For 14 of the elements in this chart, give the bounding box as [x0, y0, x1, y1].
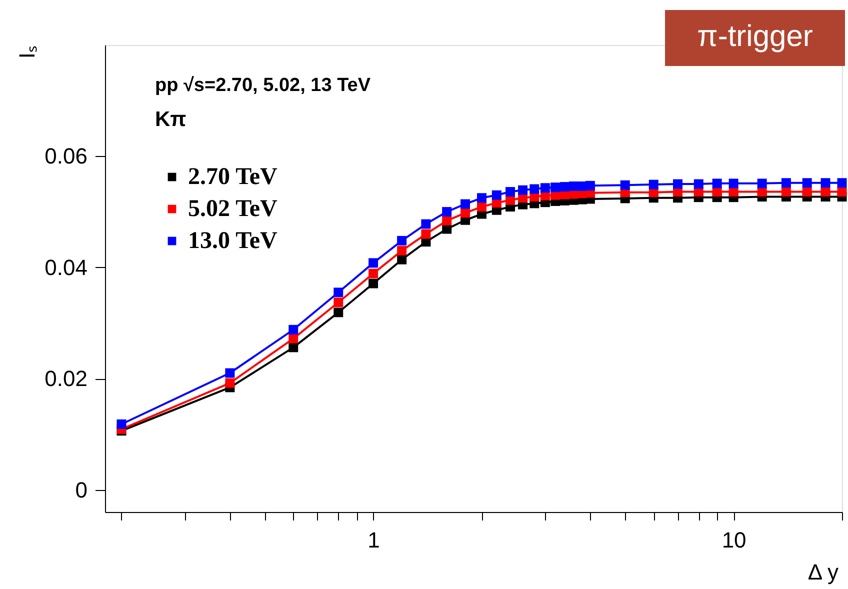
- legend-label: 2.70 TeV: [188, 164, 278, 190]
- x-axis-title: Δ y: [808, 560, 838, 584]
- legend-label: 5.02 TeV: [188, 196, 278, 222]
- annotation: pp √s=2.70, 5.02, 13 TeV: [155, 75, 371, 96]
- y-tick-label: 0.02: [44, 366, 88, 392]
- x-tick-label: 1: [368, 528, 380, 552]
- legend-label: 13.0 TeV: [188, 228, 278, 254]
- annotation: π-trigger: [697, 20, 813, 53]
- x-tick-label: 10: [722, 528, 746, 552]
- y-axis-title: Iₛ: [14, 46, 40, 59]
- y-tick-label: 0.04: [44, 254, 88, 280]
- y-tick-label: 0.06: [44, 144, 88, 169]
- y-tick-label: 0: [75, 477, 88, 502]
- annotation: Kπ: [155, 108, 186, 131]
